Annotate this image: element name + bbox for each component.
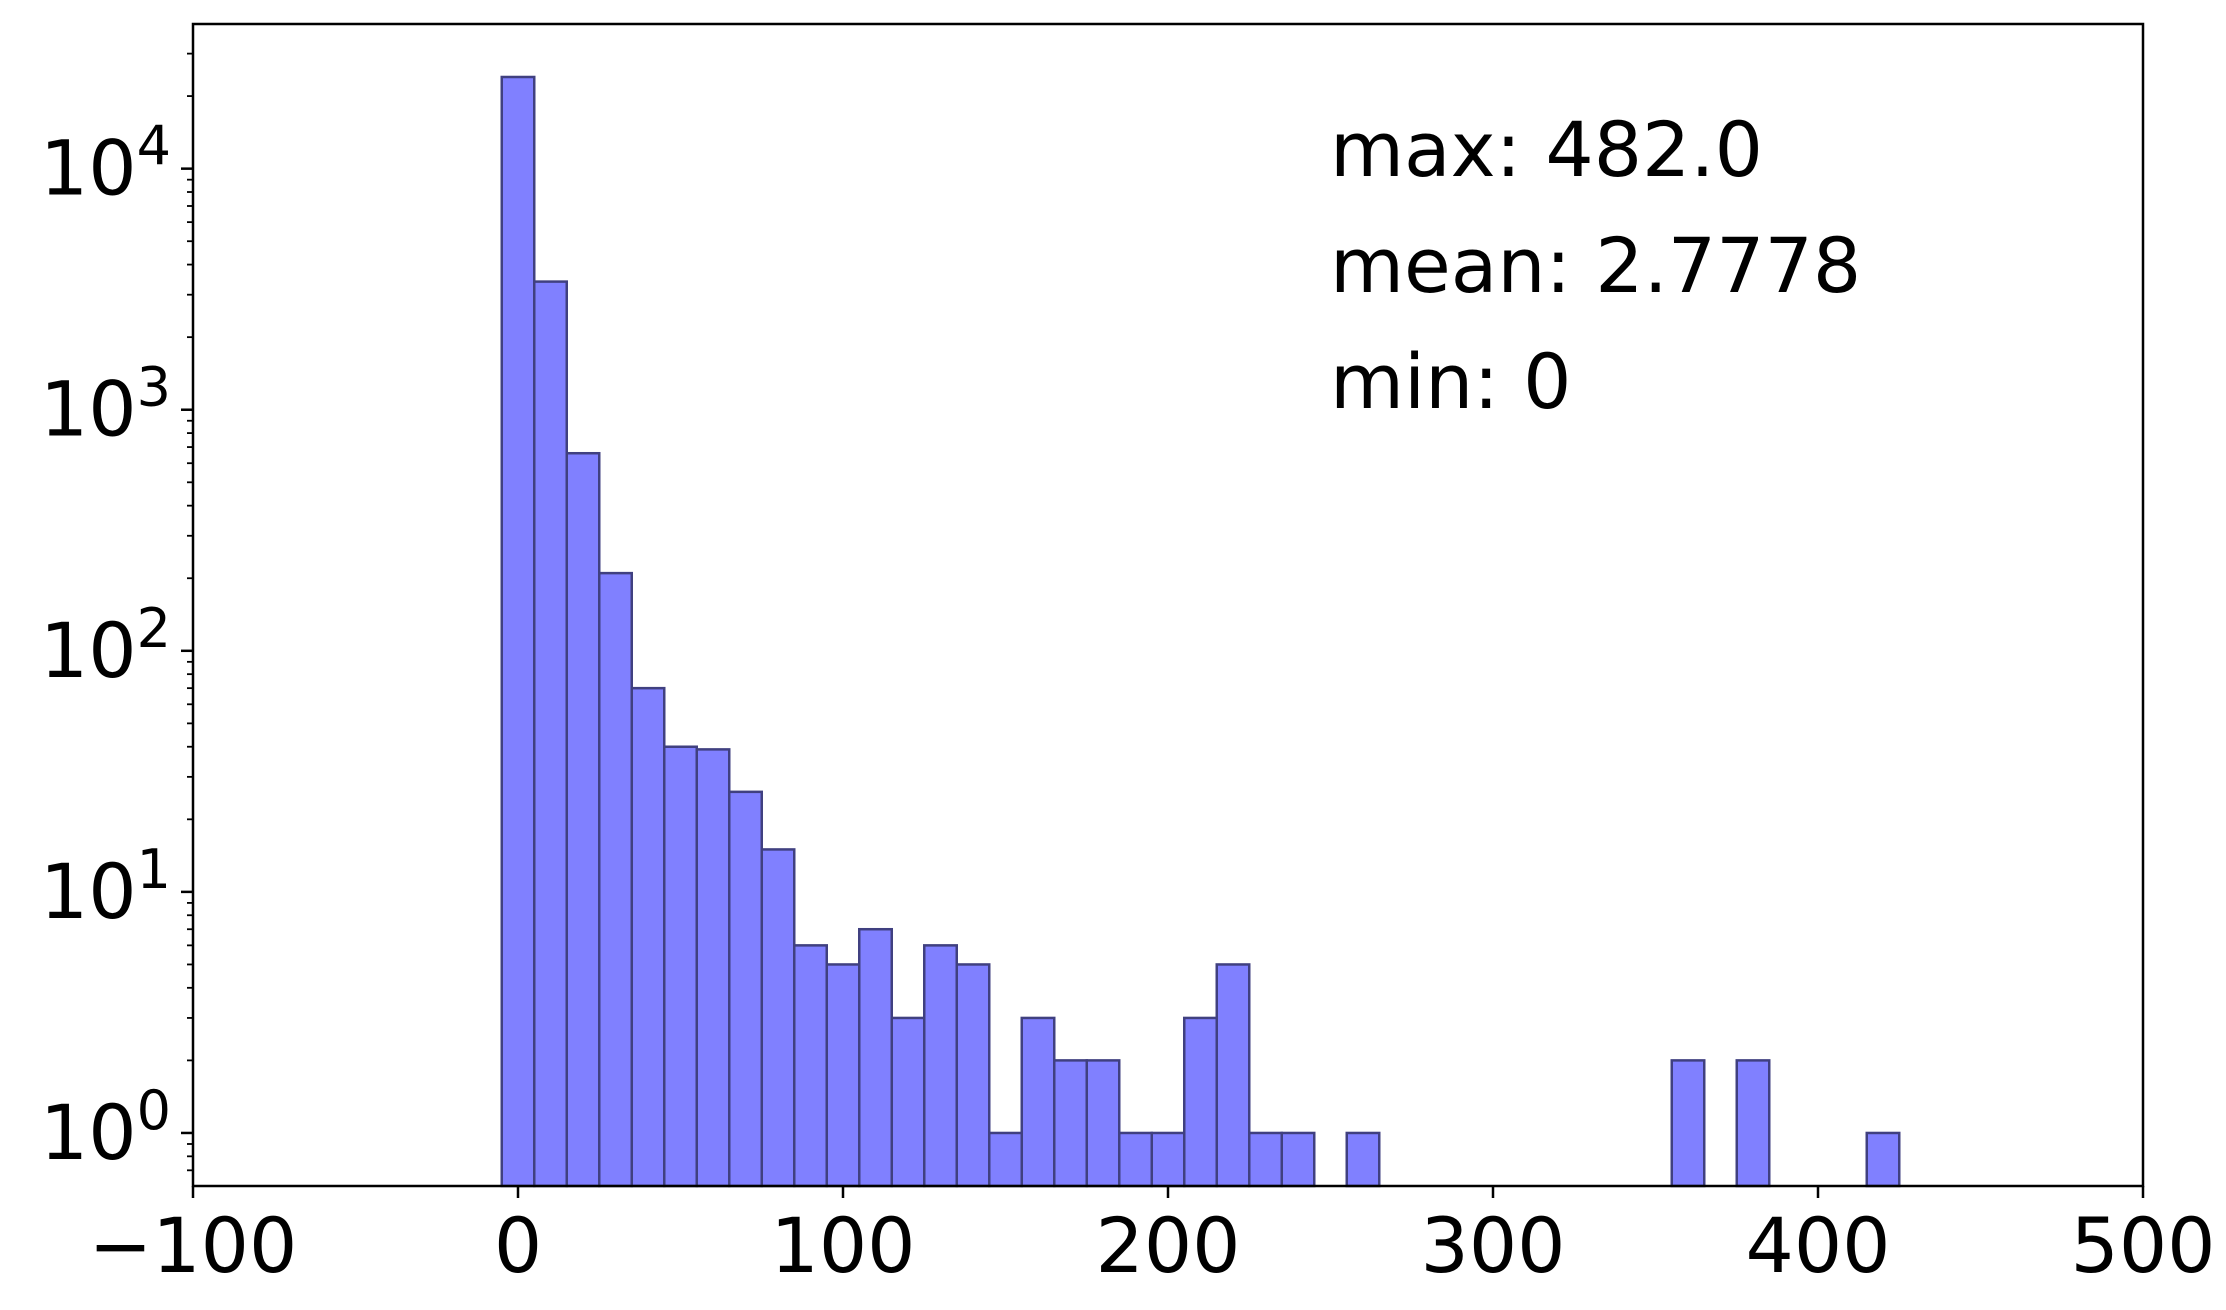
histogram-bar — [1345, 1131, 1381, 1188]
histogram-bar — [728, 790, 763, 1188]
annotation-max: max: 482.0 — [1330, 105, 1763, 194]
histogram-bar — [533, 280, 568, 1188]
y-axis: 100 101 102 103 104 — [40, 115, 193, 1177]
histogram-bar — [565, 451, 601, 1188]
histogram-bar — [1150, 1131, 1186, 1188]
y-minor-ticks — [187, 52, 193, 1172]
histogram-bar — [500, 75, 536, 1188]
histogram-bar — [1085, 1059, 1121, 1188]
histogram-bar — [1735, 1059, 1771, 1188]
histogram-bar — [793, 944, 828, 1188]
histogram-bar — [630, 686, 666, 1188]
histogram-bar — [825, 963, 861, 1188]
histogram-bar — [1183, 1016, 1218, 1188]
histogram-bar — [1248, 1131, 1283, 1188]
y-tick-label: 101 — [40, 838, 171, 936]
y-tick-label: 102 — [40, 597, 171, 695]
histogram-bar — [1280, 1131, 1316, 1188]
x-tick-label: 500 — [2070, 1201, 2215, 1290]
plot-frame — [191, 22, 2145, 1188]
y-tick-label: 100 — [40, 1079, 171, 1177]
histogram-bar — [890, 1016, 926, 1188]
x-tick-label: 400 — [1745, 1201, 1890, 1290]
x-tick-label: 200 — [1095, 1201, 1240, 1290]
y-tick-label: 103 — [40, 356, 171, 454]
annotation-min: min: 0 — [1330, 337, 1571, 426]
histogram-bar — [760, 848, 796, 1188]
x-tick-label: 0 — [494, 1201, 542, 1290]
histogram-bar — [1053, 1059, 1088, 1188]
histogram-bar — [955, 963, 991, 1188]
histogram-bar — [1865, 1131, 1901, 1188]
histogram-bar — [1670, 1059, 1706, 1188]
annotation-mean: mean: 2.7778 — [1330, 221, 1861, 310]
histogram-bar — [1215, 963, 1251, 1188]
histogram-bar — [695, 748, 731, 1188]
histogram-bars — [500, 75, 1901, 1188]
histogram-bar — [1118, 1131, 1153, 1188]
histogram-bar — [988, 1131, 1023, 1188]
x-tick-label: 100 — [770, 1201, 915, 1290]
histogram-bar — [598, 571, 633, 1188]
x-tick-label: −100 — [89, 1201, 298, 1290]
histogram-bar — [663, 745, 698, 1188]
histogram-bar — [858, 927, 893, 1188]
histogram-bar — [1020, 1016, 1056, 1188]
x-axis: −100 0 100 200 300 400 500 — [89, 1186, 2216, 1290]
y-tick-label: 104 — [40, 115, 171, 213]
stats-annotations: max: 482.0 mean: 2.7778 min: 0 — [1330, 105, 1861, 426]
histogram-bar — [923, 944, 958, 1188]
x-tick-label: 300 — [1420, 1201, 1565, 1290]
